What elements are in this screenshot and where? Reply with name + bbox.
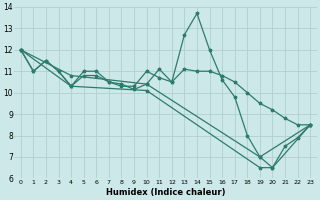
X-axis label: Humidex (Indice chaleur): Humidex (Indice chaleur): [106, 188, 225, 197]
